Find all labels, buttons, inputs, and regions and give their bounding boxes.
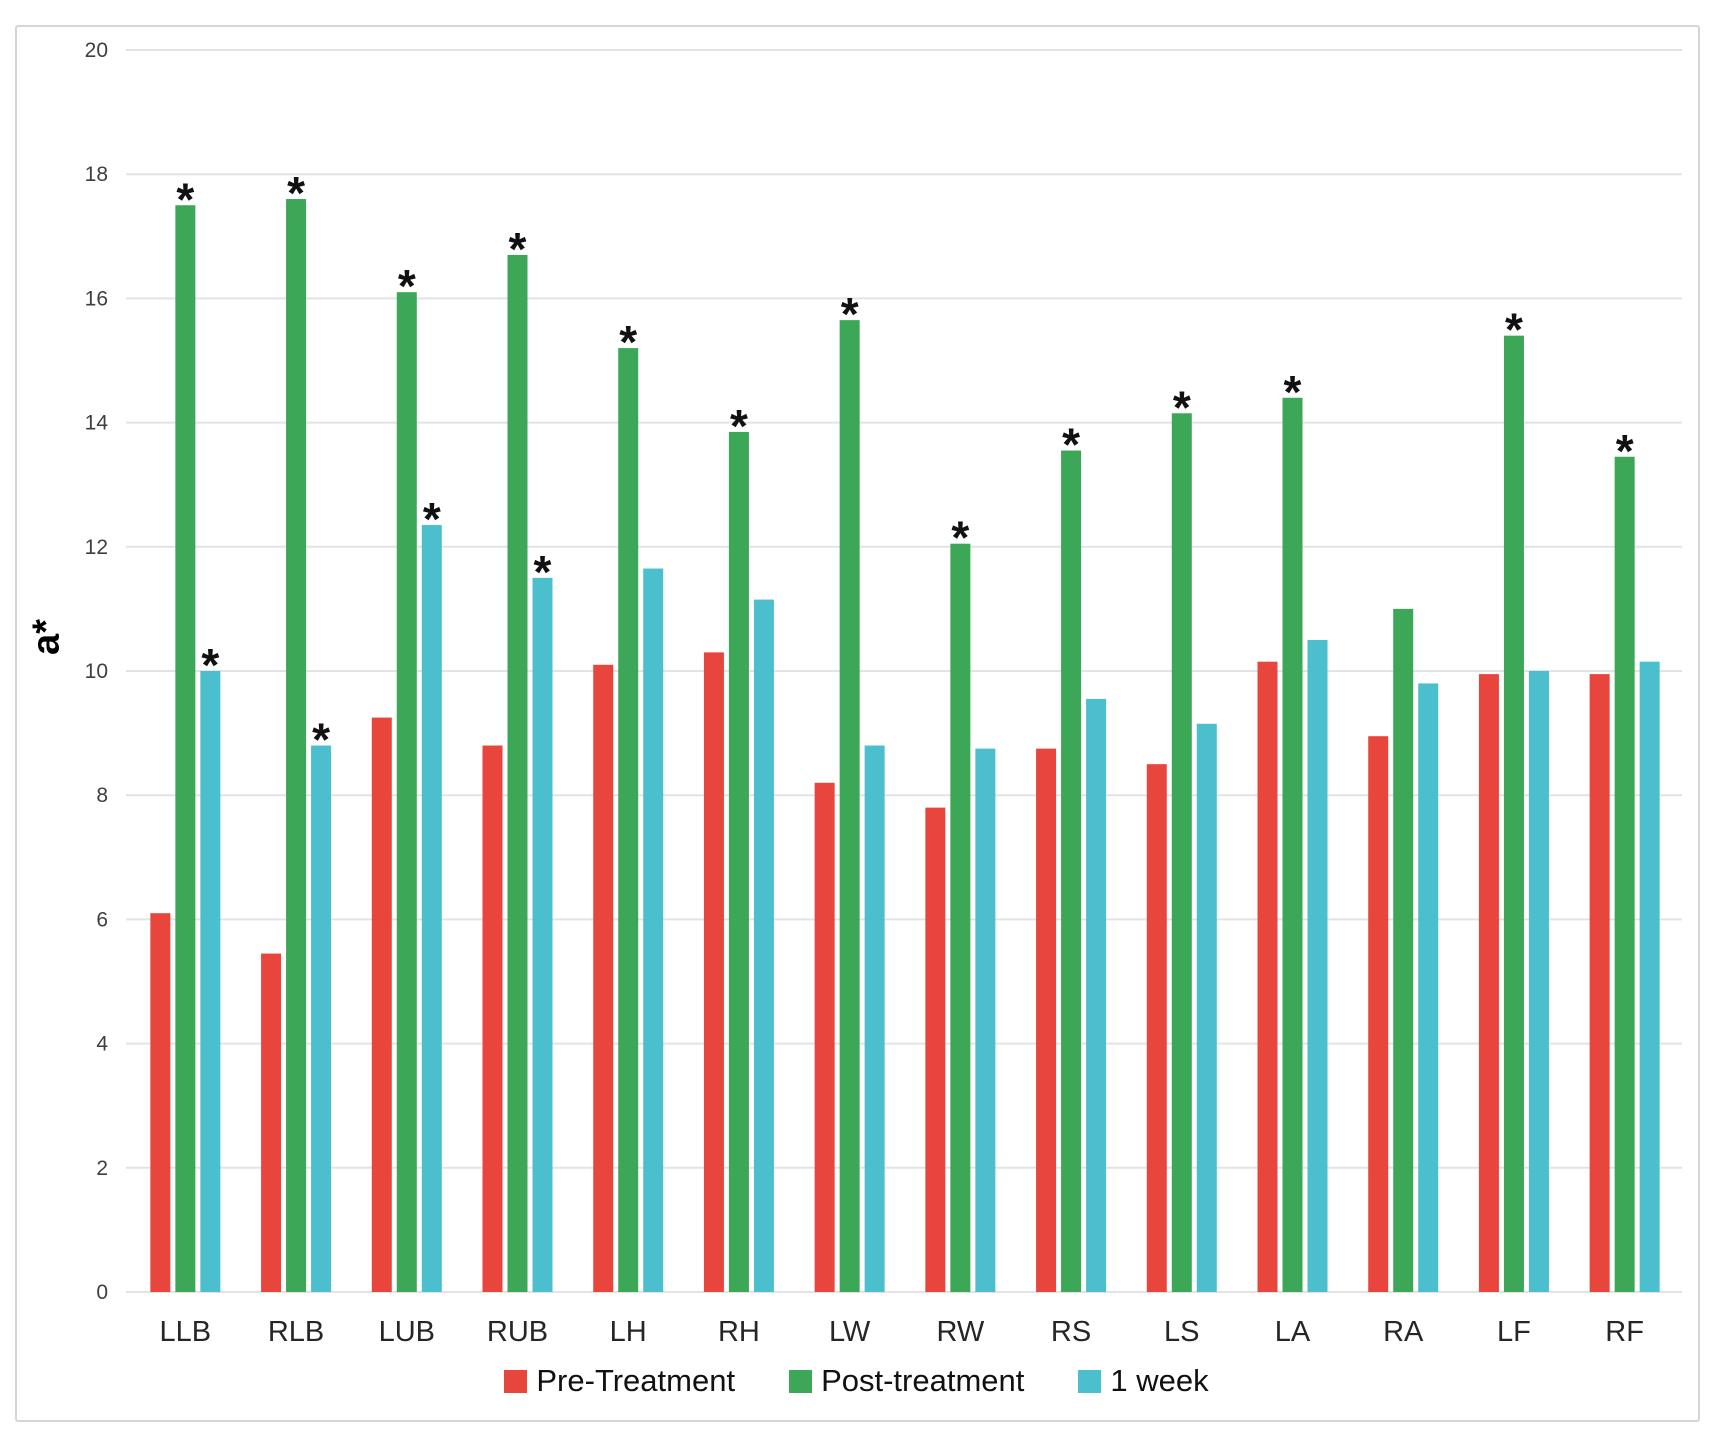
legend: Pre-Treatment Post-treatment 1 week xyxy=(15,1363,1698,1399)
bar-lub-pre-treatment xyxy=(371,717,392,1292)
bar-ra-pre-treatment xyxy=(1368,736,1389,1292)
y-tick-label: 4 xyxy=(96,1033,108,1056)
significance-marker: * xyxy=(1062,419,1080,471)
y-axis-label: a* xyxy=(25,619,68,655)
y-tick-label: 2 xyxy=(96,1157,108,1180)
x-category-label: LW xyxy=(829,1316,871,1348)
significance-marker: * xyxy=(398,260,416,312)
significance-marker: * xyxy=(201,639,219,691)
x-category-label: LF xyxy=(1497,1316,1531,1348)
bar-rw-post-treatment xyxy=(950,543,971,1292)
legend-label-pre-treatment: Pre-Treatment xyxy=(536,1363,736,1398)
x-category-label: LA xyxy=(1275,1316,1311,1348)
bar-ra-post-treatment xyxy=(1393,608,1414,1292)
bar-rs-pre-treatment xyxy=(1036,748,1057,1292)
y-tick-label: 12 xyxy=(85,536,108,559)
bar-rs-post-treatment xyxy=(1061,450,1082,1292)
y-tick-label: 8 xyxy=(96,784,108,807)
bar-rlb-1-week xyxy=(311,745,332,1292)
significance-marker: * xyxy=(1505,304,1523,356)
bar-rw-pre-treatment xyxy=(925,807,946,1292)
bar-la-post-treatment xyxy=(1282,397,1303,1292)
significance-marker: * xyxy=(534,546,552,598)
bar-rub-1-week xyxy=(532,577,553,1292)
legend-swatch-1-week xyxy=(1078,1369,1102,1393)
bar-rw-1-week xyxy=(975,748,996,1292)
legend-item-1-week: 1 week xyxy=(1078,1363,1209,1399)
y-tick-label: 14 xyxy=(85,412,109,435)
x-category-label: RW xyxy=(936,1316,984,1348)
legend-label-1-week: 1 week xyxy=(1110,1363,1209,1398)
legend-item-post-treatment: Post-treatment xyxy=(789,1363,1024,1399)
significance-marker: * xyxy=(287,167,305,219)
bar-la-1-week xyxy=(1307,639,1328,1292)
bar-rh-post-treatment xyxy=(728,431,749,1292)
x-category-label: LUB xyxy=(379,1316,435,1348)
bar-ra-1-week xyxy=(1418,683,1439,1292)
significance-marker: * xyxy=(1616,425,1634,477)
bar-lh-pre-treatment xyxy=(593,664,614,1292)
bar-lh-post-treatment xyxy=(618,348,639,1293)
x-category-label: RH xyxy=(718,1316,760,1348)
bar-rh-1-week xyxy=(753,599,774,1292)
significance-marker: * xyxy=(951,512,969,564)
bar-rf-pre-treatment xyxy=(1589,674,1610,1292)
bar-rub-pre-treatment xyxy=(482,745,503,1292)
x-category-label: RUB xyxy=(487,1316,548,1348)
y-tick-label: 0 xyxy=(96,1281,108,1304)
significance-marker: * xyxy=(619,316,637,368)
bar-rs-1-week xyxy=(1086,698,1107,1292)
bar-rlb-pre-treatment xyxy=(261,953,282,1292)
bar-lw-post-treatment xyxy=(839,320,860,1292)
bar-ls-1-week xyxy=(1196,723,1217,1292)
bar-lub-1-week xyxy=(421,525,442,1292)
y-tick-label: 6 xyxy=(96,908,108,931)
bar-lf-1-week xyxy=(1528,671,1549,1292)
significance-marker: * xyxy=(176,173,194,225)
significance-marker: * xyxy=(730,400,748,452)
bar-rf-1-week xyxy=(1639,661,1660,1292)
bar-ls-post-treatment xyxy=(1171,413,1192,1292)
x-category-label: RS xyxy=(1051,1316,1091,1348)
legend-item-pre-treatment: Pre-Treatment xyxy=(504,1363,735,1399)
legend-swatch-pre-treatment xyxy=(504,1369,528,1393)
significance-marker: * xyxy=(312,714,330,766)
bar-llb-1-week xyxy=(200,671,221,1292)
x-category-label: LH xyxy=(610,1316,647,1348)
bar-rf-post-treatment xyxy=(1614,456,1635,1292)
bar-la-pre-treatment xyxy=(1257,661,1278,1292)
bar-lw-pre-treatment xyxy=(814,782,835,1292)
bar-llb-post-treatment xyxy=(175,205,196,1292)
significance-marker: * xyxy=(841,288,859,340)
x-category-label: LS xyxy=(1164,1316,1199,1348)
bar-rub-post-treatment xyxy=(507,254,528,1293)
bar-rlb-post-treatment xyxy=(286,199,307,1292)
significance-marker: * xyxy=(1173,381,1191,433)
bar-ls-pre-treatment xyxy=(1146,764,1167,1292)
bar-lf-post-treatment xyxy=(1503,335,1524,1292)
x-category-label: RA xyxy=(1383,1316,1424,1348)
bar-lh-1-week xyxy=(643,568,664,1292)
bar-lf-pre-treatment xyxy=(1478,674,1499,1292)
significance-marker: * xyxy=(509,223,527,275)
y-tick-label: 10 xyxy=(85,660,108,683)
y-tick-label: 18 xyxy=(85,163,108,186)
y-tick-label: 16 xyxy=(85,287,108,310)
bar-lw-1-week xyxy=(864,745,885,1292)
bar-rh-pre-treatment xyxy=(703,652,724,1292)
bar-llb-pre-treatment xyxy=(150,913,171,1292)
bar-lub-post-treatment xyxy=(396,292,417,1292)
legend-swatch-post-treatment xyxy=(789,1369,813,1393)
significance-marker: * xyxy=(1284,366,1302,418)
y-tick-label: 20 xyxy=(85,39,108,62)
x-category-label: RLB xyxy=(268,1316,324,1348)
x-category-label: RF xyxy=(1605,1316,1644,1348)
legend-label-post-treatment: Post-treatment xyxy=(821,1363,1025,1398)
x-category-label: LLB xyxy=(160,1316,212,1348)
significance-marker: * xyxy=(423,493,441,545)
